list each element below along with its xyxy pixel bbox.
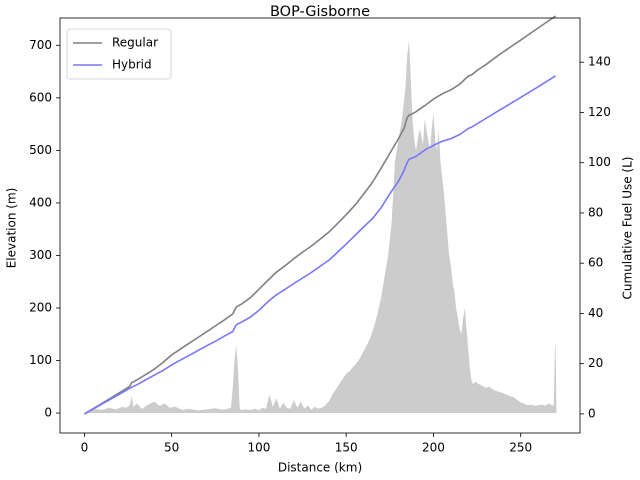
x-tick-label: 250 xyxy=(509,441,532,455)
elevation-profile-area xyxy=(84,40,557,413)
y-axis-right-title: Cumulative Fuel Use (L) xyxy=(621,157,635,300)
legend: Regular Hybrid xyxy=(66,28,172,80)
x-axis-ticks: 0 50 100 150 200 250 xyxy=(81,433,532,455)
y-right-tick-label: 120 xyxy=(588,105,611,119)
legend-box xyxy=(66,28,172,80)
chart-title: BOP-Gisborne xyxy=(270,4,370,20)
y-right-tick-label: 60 xyxy=(588,256,603,270)
y-left-tick-label: 100 xyxy=(29,353,52,367)
x-axis-title: Distance (km) xyxy=(278,461,362,475)
x-tick-label: 50 xyxy=(164,441,179,455)
y-left-tick-label: 300 xyxy=(29,248,52,262)
x-tick-label: 150 xyxy=(335,441,358,455)
plot-frame xyxy=(59,17,581,434)
y-axis-right-ticks: 0 20 40 60 80 100 120 140 xyxy=(580,55,611,420)
y-right-tick-label: 20 xyxy=(588,356,603,370)
y-right-tick-label: 40 xyxy=(588,306,603,320)
x-tick-label: 100 xyxy=(247,441,270,455)
y-left-tick-label: 400 xyxy=(29,195,52,209)
y-axis-left-title: Elevation (m) xyxy=(5,188,19,269)
y-right-tick-label: 140 xyxy=(588,55,611,69)
series-layer xyxy=(83,15,557,415)
y-right-tick-label: 0 xyxy=(588,406,596,420)
y-left-tick-label: 500 xyxy=(29,143,52,157)
y-right-tick-label: 80 xyxy=(588,205,603,219)
series-line-hybrid xyxy=(84,75,557,415)
x-tick-label: 200 xyxy=(422,441,445,455)
y-left-tick-label: 0 xyxy=(44,406,52,420)
x-tick-label: 0 xyxy=(81,441,89,455)
y-axis-left-ticks: 0 100 200 300 400 500 600 700 xyxy=(29,38,60,420)
y-left-tick-label: 200 xyxy=(29,300,52,314)
legend-label-regular: Regular xyxy=(112,36,158,50)
y-left-tick-label: 600 xyxy=(29,90,52,104)
y-right-tick-label: 100 xyxy=(588,155,611,169)
y-left-tick-label: 700 xyxy=(29,38,52,52)
series-line-regular xyxy=(83,15,557,415)
legend-label-hybrid: Hybrid xyxy=(112,58,152,72)
